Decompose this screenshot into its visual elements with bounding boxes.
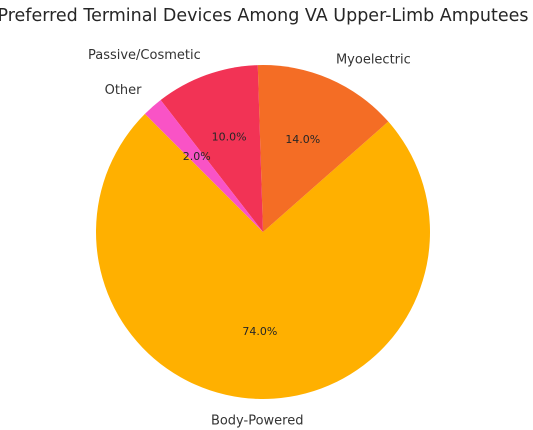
- slice-percent-other: 2.0%: [183, 150, 211, 163]
- pie-slice-passive-cosmetic: [160, 65, 263, 233]
- pie-slice-myoelectric: [257, 65, 389, 233]
- chart-title: Preferred Terminal Devices Among VA Uppe…: [0, 6, 529, 26]
- slice-label-body-powered: Body-Powered: [211, 413, 304, 428]
- pie-slice-body-powered: [96, 113, 431, 400]
- slice-label-passive-cosmetic: Passive/Cosmetic: [88, 48, 201, 63]
- pie-labels: Body-Powered 74.0% Myoelectric 14.0% Passive…: [88, 48, 411, 428]
- slice-percent-myoelectric: 14.0%: [285, 133, 320, 146]
- slice-label-myoelectric: Myoelectric: [336, 52, 411, 67]
- pie-slices: [96, 65, 431, 400]
- pie-slice-other: [144, 100, 263, 232]
- slice-percent-passive-cosmetic: 10.0%: [212, 131, 247, 144]
- slice-percent-body-powered: 74.0%: [242, 325, 277, 338]
- slice-label-other: Other: [105, 83, 143, 98]
